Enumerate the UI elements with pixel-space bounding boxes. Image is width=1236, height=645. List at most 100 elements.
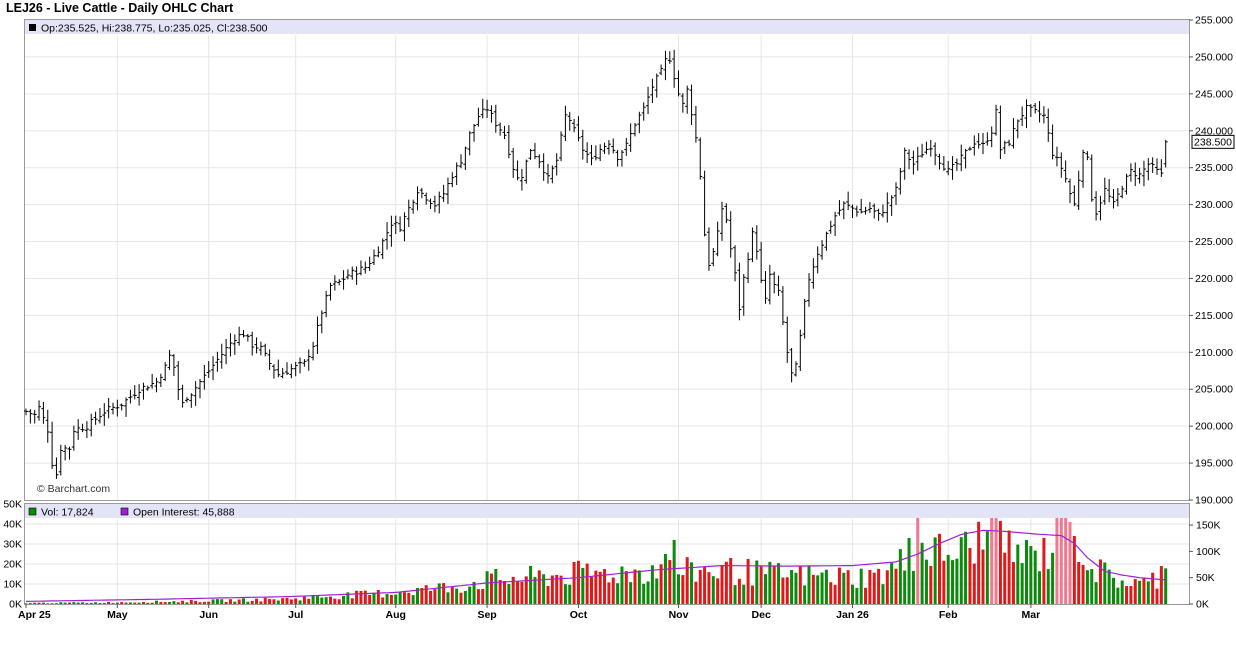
time-tick-label: Jul <box>288 609 303 621</box>
volume-bar <box>402 592 406 604</box>
ohlc-bar <box>1050 124 1055 160</box>
ohlc-bar <box>106 398 111 419</box>
volume-bar <box>1064 518 1068 604</box>
volume-bar <box>81 602 85 604</box>
volume-bar <box>376 590 380 604</box>
volume-bar <box>820 572 824 604</box>
ohlc-bar <box>476 107 481 127</box>
volume-bar <box>320 597 324 604</box>
volume-bar <box>1051 552 1055 604</box>
volume-bar <box>198 602 202 604</box>
price-tick-label: 245.000 <box>1195 88 1233 100</box>
ohlc-bar <box>180 384 185 408</box>
ohlc-bar <box>815 246 820 274</box>
volume-bars <box>24 512 1168 604</box>
volume-bar <box>1029 546 1033 604</box>
volume-bar <box>1046 569 1050 604</box>
volume-bar <box>181 600 185 604</box>
ohlc-bar <box>772 271 777 294</box>
ohlc-bar <box>541 153 546 181</box>
volume-bar <box>768 561 772 604</box>
vol-legend-text: Vol: 17,824 <box>41 507 94 519</box>
volume-bar <box>333 598 337 604</box>
volume-bar <box>864 587 868 604</box>
ohlc-bar <box>332 275 337 291</box>
ohlc-bar <box>198 379 202 399</box>
volume-bar <box>1098 559 1102 604</box>
volume-bar <box>202 601 206 604</box>
ohlc-bar <box>306 349 311 371</box>
ohlc-bar <box>32 409 37 424</box>
ohlc-bar <box>324 291 329 318</box>
ohlc-bar <box>576 116 581 142</box>
volume-bar <box>481 588 485 604</box>
volume-bar <box>846 570 850 604</box>
time-tick-label: Feb <box>939 609 958 621</box>
volume-bar <box>141 602 145 604</box>
price-panel <box>24 19 1190 501</box>
ohlc-bar <box>71 425 76 451</box>
volume-bar <box>255 598 259 604</box>
volume-bar <box>115 602 119 604</box>
ohlc-bar <box>372 249 376 265</box>
volume-bar <box>951 560 955 604</box>
volume-bar <box>1094 582 1098 604</box>
volume-bar <box>650 565 654 604</box>
ohlc-bar <box>398 216 403 233</box>
ohlc-bar <box>763 271 768 304</box>
volume-bar <box>590 576 593 604</box>
ohlc-bar <box>511 147 516 178</box>
ohlc-bar <box>463 146 468 171</box>
volume-bar <box>494 569 498 604</box>
ohlc-bar <box>667 51 672 64</box>
volume-bar <box>281 598 285 604</box>
volume-bar <box>737 578 741 604</box>
ohlc-bar <box>289 363 294 379</box>
volume-bar <box>742 584 746 604</box>
ohlc-bar <box>89 413 94 437</box>
ohlc-bar <box>1007 139 1012 147</box>
ohlc-bar <box>946 160 951 176</box>
ohlc-bar <box>84 421 89 439</box>
volume-bar <box>416 587 419 604</box>
ohlc-bar <box>184 397 189 403</box>
price-tick-label: 205.000 <box>1195 384 1233 396</box>
volume-bar <box>298 600 302 604</box>
ohlc-bar <box>550 165 555 184</box>
ohlc-bar <box>659 64 664 76</box>
ohlc-bar <box>137 384 142 406</box>
volume-bar <box>128 602 132 604</box>
ohlc-bar <box>793 361 798 377</box>
volume-bar <box>68 602 71 604</box>
volume-bar <box>289 599 293 604</box>
volume-bar <box>677 574 680 604</box>
volume-bar <box>1068 522 1072 604</box>
ohlc-bar <box>746 252 751 283</box>
volume-bar <box>620 566 624 604</box>
volume-bar <box>28 603 32 604</box>
ohlc-bar <box>624 137 629 156</box>
ohlc-bar <box>872 203 877 219</box>
ohlc-bar <box>894 182 898 205</box>
volume-bar <box>1138 580 1142 604</box>
volume-bar <box>855 587 859 604</box>
volume-bar <box>794 572 798 604</box>
volume-bar <box>41 602 45 604</box>
ohlc-bar <box>911 150 916 175</box>
ohlc-bar <box>1124 173 1129 195</box>
volume-bar <box>1085 570 1089 604</box>
ohlc-bar <box>45 409 50 443</box>
ohlc-bar <box>798 329 803 372</box>
volume-bar <box>811 574 815 604</box>
volume-tick-label: 40K <box>3 519 22 531</box>
volume-bar <box>781 577 785 604</box>
volume-bar <box>72 602 76 604</box>
volume-bar <box>250 601 254 604</box>
volume-bar <box>894 568 898 604</box>
ohlc-bar <box>454 162 459 186</box>
volume-bar <box>24 603 28 604</box>
volume-bar <box>546 585 550 604</box>
volume-bar <box>189 599 193 604</box>
volume-bar <box>63 602 67 604</box>
ohlc-bar <box>50 421 55 469</box>
